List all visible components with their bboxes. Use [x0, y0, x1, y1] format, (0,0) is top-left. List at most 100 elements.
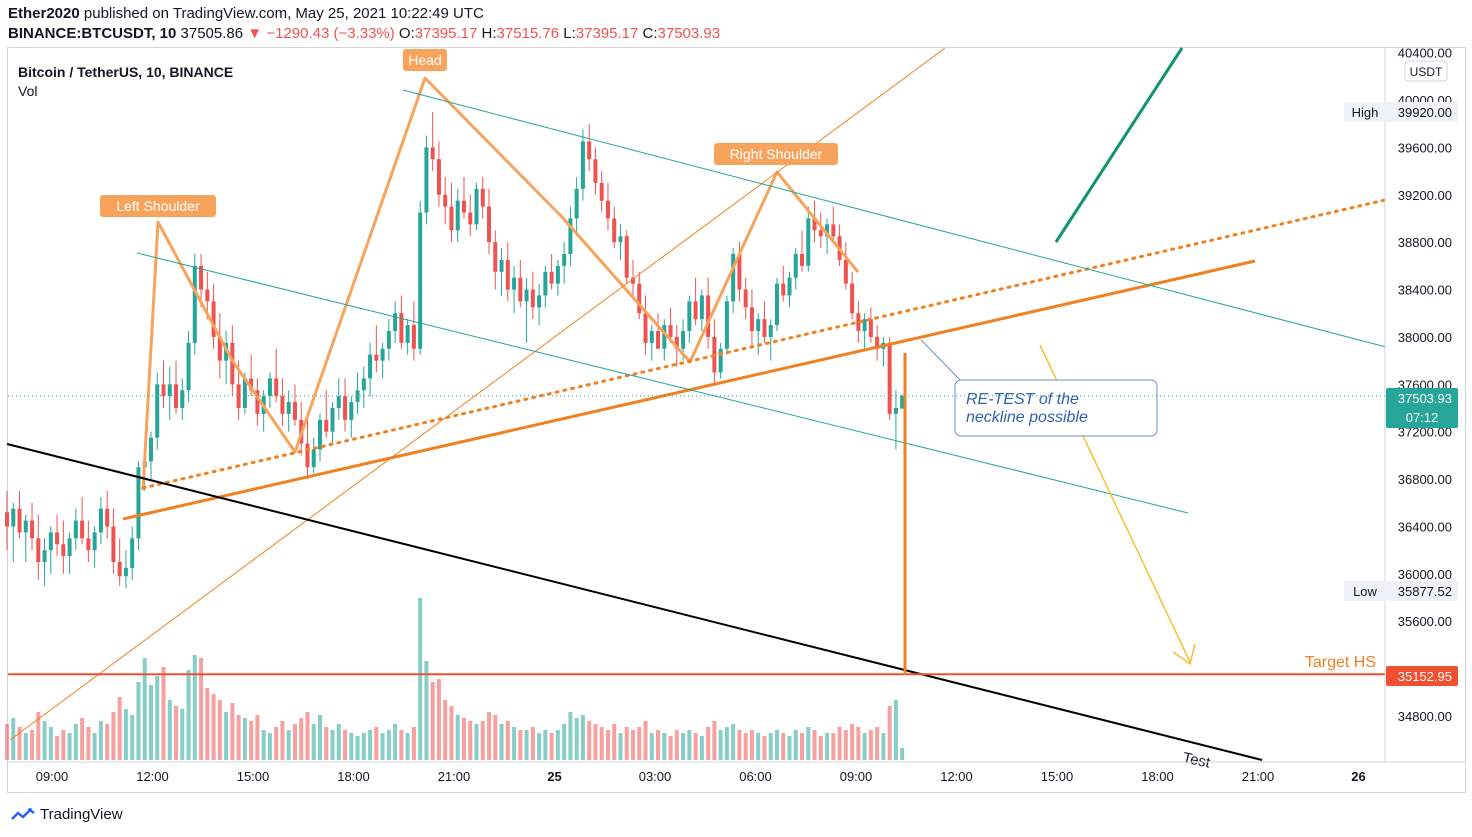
volume-bar: [493, 715, 498, 760]
volume-bar: [800, 733, 805, 760]
candle-body: [543, 271, 548, 296]
candle-body: [662, 325, 667, 349]
volume-bar: [67, 733, 72, 760]
candle-body: [505, 259, 510, 290]
candle-body: [687, 301, 692, 331]
target-price-value: 35152.95: [1398, 669, 1452, 684]
volume-bar: [893, 700, 898, 760]
close-label: C:: [642, 25, 658, 42]
volume-bar: [768, 733, 773, 760]
candle-body: [643, 313, 648, 343]
volume-bar: [618, 733, 623, 760]
volume-bar: [643, 721, 648, 760]
candle-body: [850, 283, 855, 314]
last-price-countdown: 07:12: [1406, 410, 1439, 425]
candle-body: [706, 295, 711, 337]
candle-body: [217, 336, 222, 361]
candle-body: [568, 218, 573, 254]
candle-body: [405, 325, 410, 343]
volume-bar: [868, 730, 873, 760]
volume-bar: [631, 730, 635, 760]
volume-bar: [499, 724, 504, 760]
candle-body: [324, 419, 329, 432]
candle-body: [699, 295, 704, 320]
volume-bar: [537, 733, 542, 760]
volume-bar: [399, 730, 404, 760]
x-tick-label: 03:00: [639, 769, 672, 784]
candle-body: [562, 254, 567, 266]
candle-body: [618, 236, 623, 243]
candle-body: [843, 259, 848, 284]
volume-bar: [787, 736, 792, 760]
candle-body: [180, 390, 185, 408]
volume-bar: [862, 733, 867, 760]
volume-bar: [61, 730, 66, 760]
candle-body: [48, 532, 53, 551]
volume-bar: [192, 655, 197, 760]
head-shoulders-outline: [141, 76, 860, 491]
candle-body: [249, 378, 254, 391]
annotation-label: Right Shoulder: [730, 146, 823, 162]
candle-body: [123, 567, 128, 577]
candle-body: [42, 550, 47, 562]
candle-body: [418, 212, 423, 349]
candle-body: [361, 378, 366, 391]
volume-bar: [793, 730, 798, 760]
candle-body: [380, 348, 385, 361]
candle-body: [806, 218, 811, 266]
volume-bar: [580, 715, 585, 760]
candle-body: [818, 230, 823, 237]
volume-bar: [111, 712, 116, 760]
volume-bar: [474, 724, 479, 760]
y-tick-label: 40400.00: [1398, 46, 1452, 61]
footer: TradingView: [10, 806, 123, 823]
candle-body: [580, 141, 585, 189]
author: Ether2020: [8, 5, 80, 22]
low-value: 35877.52: [1398, 584, 1452, 599]
volume-bar: [875, 727, 880, 760]
candle-body: [768, 325, 773, 337]
candle-body: [549, 271, 554, 284]
candle-body: [468, 212, 473, 225]
candle-body: [674, 336, 679, 349]
candle-body: [86, 538, 91, 551]
candle-body: [862, 319, 867, 331]
candle-body: [343, 396, 348, 420]
candle-body: [292, 402, 297, 420]
candle-body: [117, 562, 122, 577]
volume-bar: [487, 712, 492, 760]
volume-bar: [261, 730, 266, 760]
volume-bar: [424, 661, 429, 760]
candle-body: [743, 289, 748, 308]
x-tick-label: 21:00: [1242, 769, 1275, 784]
volume-bar: [568, 712, 573, 760]
volume-bar: [17, 727, 22, 760]
volume-bar: [98, 721, 103, 760]
volume-bar: [674, 730, 679, 760]
volume-bar: [73, 724, 78, 760]
volume-bar: [186, 670, 191, 760]
volume-bar: [349, 733, 354, 760]
volume-bar: [324, 727, 329, 760]
y-tick-label: 38400.00: [1398, 283, 1452, 298]
test-label: Test: [1181, 749, 1212, 772]
last-price-value-box: [1386, 388, 1458, 428]
retest-callout-text: neckline possible: [966, 409, 1088, 426]
candle-body: [368, 354, 373, 379]
candle-body: [111, 526, 116, 562]
candle-body: [449, 206, 454, 231]
volume-bar: [393, 724, 398, 760]
candle-body: [480, 188, 485, 207]
volume-bar: [123, 709, 128, 760]
candle-body: [762, 319, 767, 337]
candle-body: [386, 331, 391, 349]
volume-bar: [831, 733, 836, 760]
candle-body: [593, 159, 598, 183]
volume-bar: [292, 724, 297, 760]
target-price-value-box: [1386, 666, 1458, 686]
currency-label: USDT: [1410, 65, 1443, 79]
high-label: H:: [481, 25, 497, 42]
volume-bar: [574, 718, 579, 760]
volume-bar: [80, 718, 85, 760]
